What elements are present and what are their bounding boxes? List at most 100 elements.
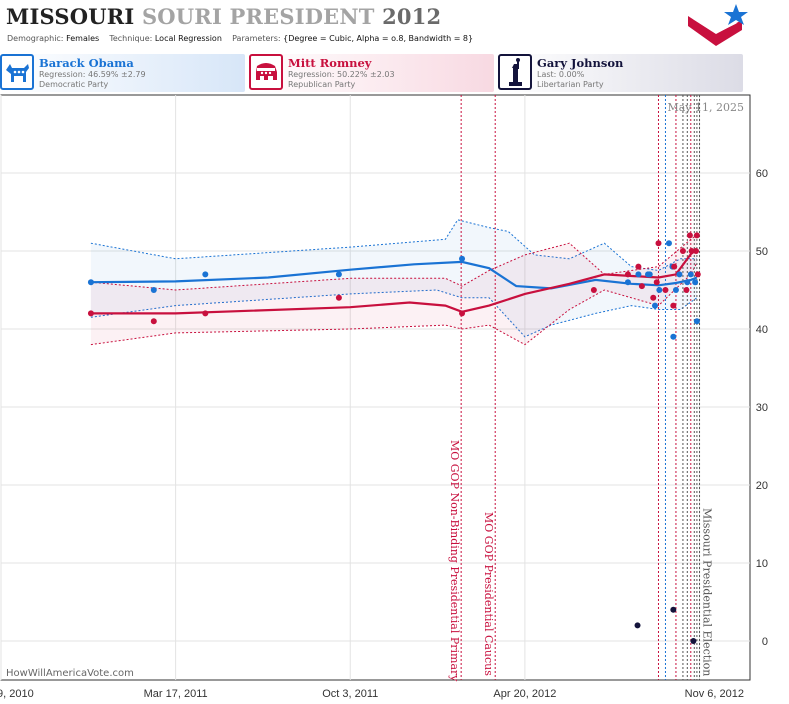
poll-point — [662, 287, 669, 293]
poll-point — [665, 240, 672, 247]
trend-line — [90, 248, 698, 315]
poll-point — [656, 287, 663, 293]
technique-label: Technique: — [109, 34, 153, 43]
poll-point — [87, 310, 94, 317]
poll-point — [684, 279, 691, 286]
poll-point — [638, 283, 645, 290]
poll-point — [634, 622, 641, 629]
poll-point — [694, 271, 701, 278]
as-of-date: May 11, 2025 — [667, 101, 744, 114]
title-year: 2012 — [382, 4, 442, 29]
candidate-party: Libertarian Party — [537, 80, 604, 89]
poll-point — [335, 271, 342, 278]
poll-point — [670, 333, 677, 340]
candidate-name: Mitt Romney — [288, 56, 372, 70]
trend-lines — [90, 248, 698, 315]
poll-point — [670, 302, 677, 309]
poll-point — [635, 263, 642, 270]
plot-frame — [0, 94, 751, 681]
y-tick-label: 50 — [756, 246, 768, 258]
x-tick-label: Mar 17, 2011 — [144, 688, 208, 700]
poll-point — [686, 232, 693, 239]
poll-point — [693, 232, 700, 239]
demographic-label: Demographic: — [7, 34, 64, 43]
candidate-name: Gary Johnson — [537, 56, 624, 70]
y-tick-label: 60 — [756, 168, 768, 180]
poll-point — [683, 287, 690, 293]
y-axis-ticks: 0 10 20 30 40 50 60 — [756, 168, 768, 648]
poll-point — [653, 279, 660, 286]
poll-point — [87, 279, 94, 286]
poll-point — [646, 271, 653, 278]
candidate-stat: Last: 0.00% — [537, 70, 585, 79]
poll-points — [87, 232, 701, 644]
candidate-obama[interactable]: Barack Obama Regression: 46.59% ±2.79 De… — [0, 54, 245, 92]
candidate-stat: Regression: 50.22% ±2.03 — [288, 70, 395, 79]
lower-bound-line — [90, 262, 698, 346]
lower-bound-line — [90, 289, 698, 338]
event-label: Missouri Presidential Election — [701, 508, 714, 676]
poll-point — [624, 271, 631, 278]
demographic-value: Females — [66, 34, 100, 43]
poll-point — [650, 294, 657, 301]
title-race: SOURI PRESIDENT — [141, 4, 375, 29]
poll-point — [202, 310, 209, 317]
poll-point — [693, 248, 700, 254]
site-credit: HowWillAmericaVote.com — [6, 668, 134, 679]
poll-point — [670, 606, 677, 613]
poll-point — [150, 287, 157, 293]
y-tick-label: 40 — [756, 324, 768, 336]
poll-point — [679, 248, 686, 254]
x-tick-label: Nov 6, 2012 — [685, 688, 744, 700]
page-title: MISSOURI SOURI PRESIDENT 2012 — [6, 4, 441, 29]
candidate-stat: Regression: 46.59% ±2.79 — [39, 70, 146, 79]
statue-of-liberty-icon — [498, 54, 532, 90]
poll-point — [671, 263, 678, 270]
x-tick-label: Aug 29, 2010 — [0, 688, 34, 700]
y-tick-label: 10 — [756, 558, 768, 570]
poll-point — [676, 271, 683, 278]
poll-point — [690, 638, 697, 644]
candidate-party: Republican Party — [288, 80, 356, 89]
poll-point — [624, 279, 631, 286]
candidate-name: Barack Obama — [39, 56, 134, 70]
y-tick-label: 30 — [756, 402, 768, 414]
poll-point — [202, 271, 209, 278]
candidate-party: Democratic Party — [39, 80, 109, 89]
x-axis-ticks: Aug 29, 2010 Mar 17, 2011 Oct 3, 2011 Apr 2… — [0, 688, 744, 700]
poll-point — [672, 287, 679, 293]
site-logo — [688, 4, 748, 46]
donkey-icon — [0, 54, 34, 90]
poll-point — [688, 248, 695, 254]
poll-point — [459, 255, 466, 262]
technique-value: Local Regression — [154, 34, 222, 43]
parameters-line: Demographic: Females Technique: Local Re… — [7, 34, 473, 43]
event-label: MO GOP Non-Binding Presidential Primary — [448, 440, 461, 682]
poll-point — [692, 279, 699, 286]
x-tick-label: Apr 20, 2012 — [493, 688, 556, 700]
poll-point — [335, 294, 342, 301]
y-tick-label: 0 — [762, 636, 768, 648]
y-tick-label: 20 — [756, 480, 768, 492]
title-state: MISSOURI — [6, 4, 135, 29]
x-tick-label: Oct 3, 2011 — [322, 688, 378, 700]
parameters-label: Parameters: — [232, 34, 281, 43]
confidence-band-fill — [90, 219, 697, 337]
event-lines: MO GOP Non-Binding Presidential Primary M… — [448, 95, 714, 682]
upper-bound-line — [90, 234, 698, 291]
candidate-johnson[interactable]: Gary Johnson Last: 0.00% Libertarian Par… — [498, 54, 743, 92]
poll-point — [693, 318, 700, 325]
event-label: MO GOP Presidential Caucus — [482, 512, 495, 676]
grid — [0, 95, 750, 680]
poll-point — [459, 310, 466, 317]
poll-point — [150, 318, 157, 325]
candidate-romney[interactable]: Mitt Romney Regression: 50.22% ±2.03 Rep… — [249, 54, 494, 92]
poll-point — [655, 240, 662, 247]
poll-point — [651, 302, 658, 309]
elephant-icon — [249, 54, 283, 90]
poll-point — [635, 271, 642, 278]
parameters-value: {Degree = Cubic, Alpha = o.8, Bandwidth … — [283, 34, 474, 43]
poll-point — [590, 287, 597, 293]
confidence-band-fill — [90, 235, 697, 345]
